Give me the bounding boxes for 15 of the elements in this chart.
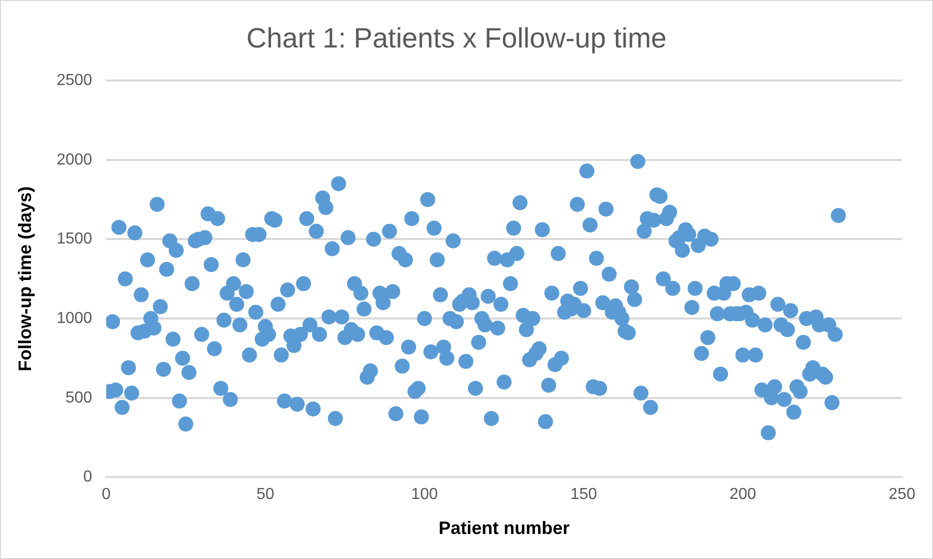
y-tick-label: 1500 [56,230,92,248]
y-tick-label: 2500 [56,72,92,90]
y-axis-title: Follow-up time (days) [14,186,35,372]
y-tick-label: 2000 [56,151,92,168]
x-tick-label: 250 [888,486,916,504]
y-tick-label: 0 [83,468,92,486]
x-tick-label: 0 [102,486,111,504]
y-tick-label: 500 [65,389,92,406]
x-tick-label: 50 [256,486,274,504]
x-tick-label: 100 [411,486,438,504]
x-tick-label: 150 [570,486,598,504]
chart-title: Chart 1: Patients x Follow-up time [246,22,667,54]
y-tick-label: 1000 [56,310,92,327]
x-tick-label: 200 [729,486,756,504]
x-axis-title: Patient number [438,518,570,538]
